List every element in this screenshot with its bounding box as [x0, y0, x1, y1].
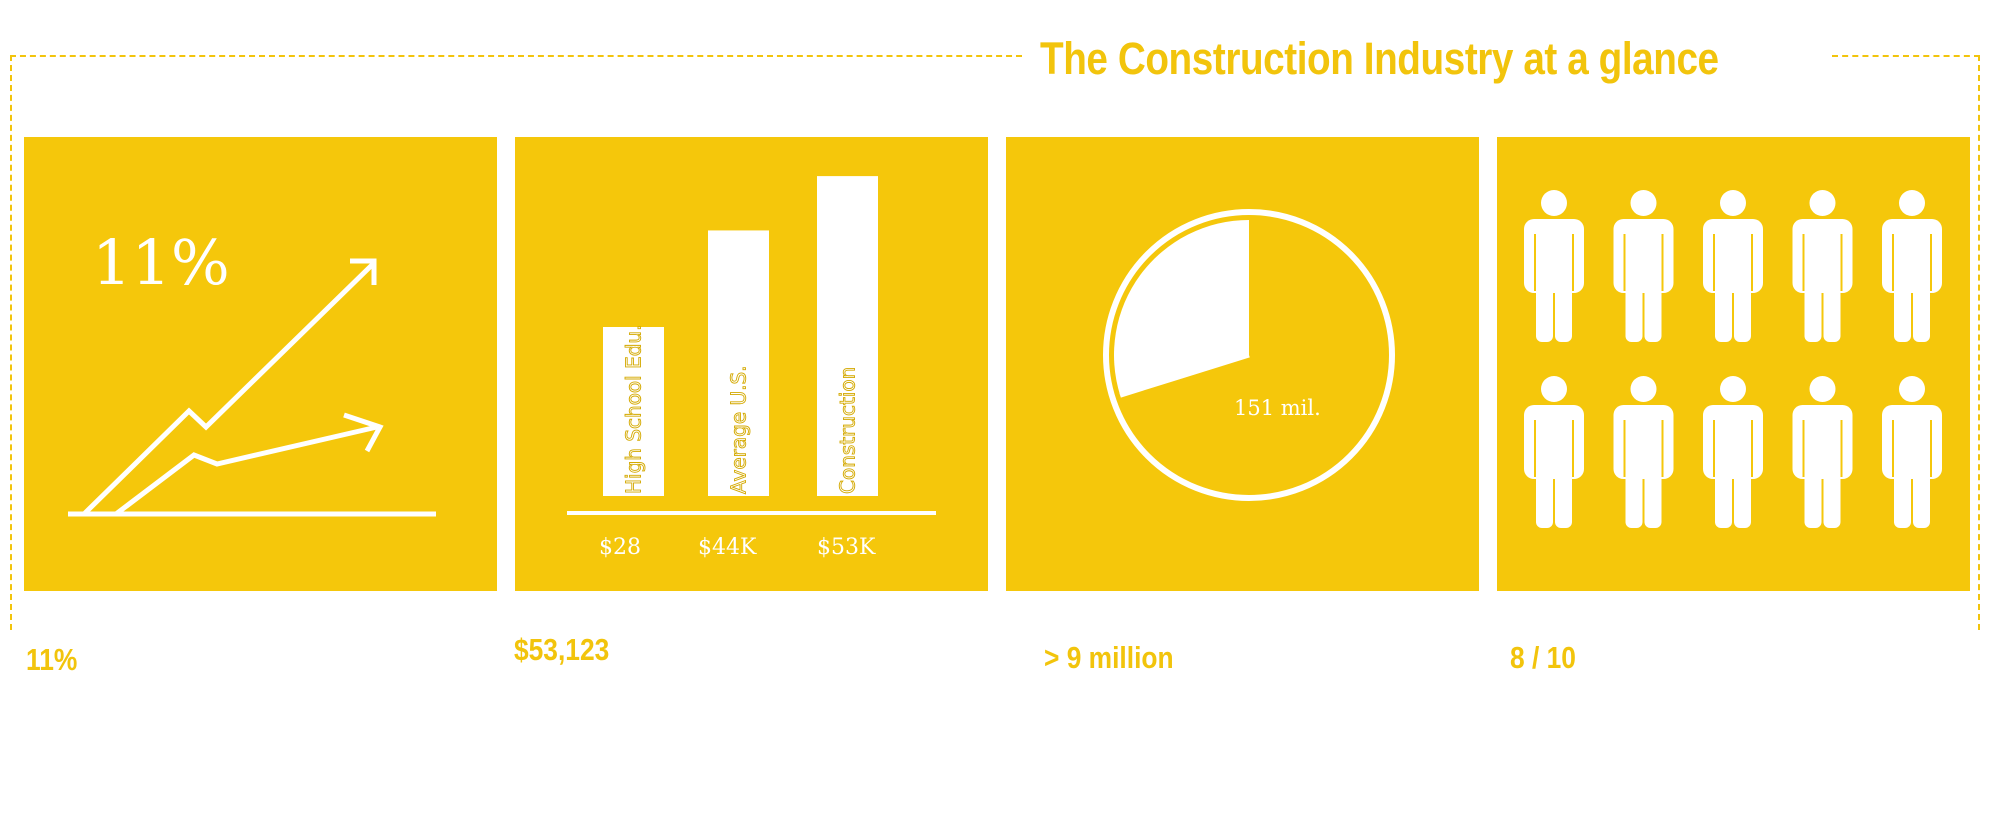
- pie-large-label: 151 mil.: [1234, 396, 1321, 420]
- pie-small-label: 9 mil.: [1146, 298, 1206, 322]
- bar-value-label-0: $28: [599, 535, 641, 560]
- bar-category-label-0: High School Edu.: [622, 325, 646, 494]
- bar-category-label-1: Average U.S.: [727, 365, 751, 494]
- frame-right-line: [1978, 55, 1980, 630]
- growth-panel: 11%: [24, 137, 497, 591]
- bar-value-label-1: $44K: [698, 535, 757, 560]
- pie-slice-small: [1114, 220, 1249, 396]
- upper-arrow-line: [82, 261, 376, 516]
- pie-outline: [1103, 209, 1395, 501]
- frame-top-left-line: [10, 55, 1022, 57]
- person-icon: [1703, 190, 1763, 342]
- wages-panel: High School Edu. $28 Average U.S. $44K Const…: [515, 137, 988, 591]
- workers-panel: 9 mil. 151 mil.: [1006, 137, 1479, 591]
- growth-arrows-icon: 11%: [68, 226, 436, 517]
- bar-category-label-2: Construction: [836, 367, 860, 494]
- stat-wage: $53,123: [514, 632, 610, 667]
- pie-slice-large: [1119, 352, 1250, 398]
- person-icon: [1703, 376, 1763, 528]
- stat-ratio: 8 / 10: [1510, 640, 1576, 675]
- bar-1: [708, 230, 769, 496]
- page-title: The Construction Industry at a glance: [1040, 33, 1719, 84]
- person-icon: [1524, 190, 1584, 342]
- person-icon: [1882, 376, 1942, 528]
- bar-0: [603, 327, 664, 496]
- bar-chart-icon: High School Edu. $28 Average U.S. $44K Const…: [567, 176, 936, 560]
- frame-top-right-line: [1832, 55, 1980, 57]
- person-icon: [1524, 376, 1584, 528]
- stat-growth: 11%: [26, 642, 78, 677]
- people-grid: [1524, 190, 1942, 528]
- person-icon: [1882, 190, 1942, 342]
- frame-left-line: [10, 55, 12, 630]
- growth-percent-label: 11%: [92, 226, 230, 299]
- bar-2: [817, 176, 878, 496]
- person-icon: [1792, 190, 1853, 342]
- pie-chart-icon: 9 mil. 151 mil.: [1103, 209, 1395, 501]
- upper-arrowhead: [350, 258, 377, 285]
- stat-workers: > 9 million: [1044, 640, 1174, 675]
- bar-value-label-2: $53K: [817, 535, 876, 560]
- person-icon: [1613, 376, 1674, 528]
- lower-arrowhead: [343, 412, 384, 453]
- person-icon: [1792, 376, 1853, 528]
- people-panel: [1497, 137, 1970, 591]
- lower-arrow-line: [114, 424, 378, 516]
- person-icon: [1613, 190, 1674, 342]
